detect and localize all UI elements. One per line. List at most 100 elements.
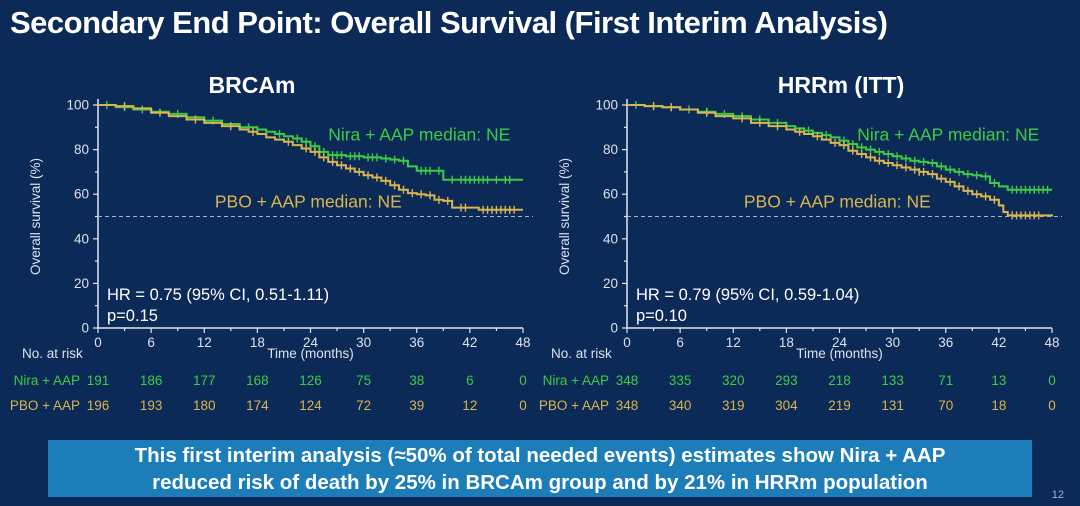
p-value-annotation: p=0.15 (107, 307, 158, 325)
chart-graphic: 24 (303, 335, 319, 350)
chart-graphic: 40 (74, 231, 89, 246)
at-risk-value: 335 (669, 373, 692, 388)
chart-graphic: 80 (74, 142, 89, 157)
at-risk-value: 70 (938, 398, 953, 413)
censor-marks-nira (635, 101, 1049, 194)
km-chart-hrrm: HRRm (ITT) 0 6 12 18 24 30 36 42 48 0 20 40 60 80 100 Ov… (539, 72, 1062, 413)
hr-annotation: HR = 0.79 (95% CI, 0.59-1.04) (636, 286, 859, 304)
y-axis-label: Overall survival (%) (557, 158, 572, 275)
chart-graphic: 42 (462, 335, 477, 350)
chart-graphic: 24 (832, 335, 848, 350)
series-curve-pbo (98, 104, 523, 211)
page-number: 12 (1051, 489, 1064, 501)
chart-graphic: 36 (409, 335, 424, 350)
chart-graphic: 0 (94, 335, 102, 350)
at-risk-value: 18 (991, 398, 1006, 413)
at-risk-value: 219 (828, 398, 851, 413)
slide-title: Secondary End Point: Overall Survival (F… (10, 5, 888, 40)
tick-labels: 0 6 12 18 24 30 36 42 48 0 20 40 60 80 100 (595, 98, 1059, 351)
at-risk-value: 320 (722, 373, 745, 388)
at-risk-value: 38 (409, 373, 424, 388)
at-risk-value: 72 (356, 398, 371, 413)
chart-graphic: 42 (991, 335, 1006, 350)
censor-marks-nira (106, 101, 511, 184)
at-risk-value: 0 (1048, 398, 1056, 413)
at-risk-value: 293 (775, 373, 798, 388)
series-curve-pbo (627, 104, 1053, 217)
chart-title: HRRm (ITT) (778, 72, 904, 98)
at-risk-value: 0 (519, 398, 527, 413)
nira-median-label: Nira + AAP median: NE (328, 125, 510, 145)
at-risk-row-label: PBO + AAP (539, 398, 609, 413)
chart-graphic: 48 (515, 335, 530, 350)
at-risk-value: 340 (669, 398, 692, 413)
at-risk-value: 124 (299, 398, 322, 413)
chart-graphic: 48 (1044, 335, 1059, 350)
chart-graphic: 80 (603, 142, 618, 157)
chart-graphic: 18 (779, 335, 794, 350)
at-risk-value: 304 (775, 398, 798, 413)
axis-ticks (622, 104, 1053, 333)
chart-graphic: 100 (595, 98, 618, 113)
at-risk-value: 186 (140, 373, 163, 388)
at-risk-value: 131 (881, 398, 904, 413)
chart-graphic: 40 (603, 231, 618, 246)
at-risk-value: 319 (722, 398, 745, 413)
at-risk-value: 174 (246, 398, 269, 413)
at-risk-value: 71 (938, 373, 953, 388)
at-risk-value: 0 (1048, 373, 1056, 388)
chart-graphic: 20 (603, 276, 618, 291)
chart-graphic: 6 (676, 335, 684, 350)
at-risk-value: 13 (991, 373, 1006, 388)
at-risk-value: 218 (828, 373, 851, 388)
at-risk-row-label: Nira + AAP (543, 373, 609, 388)
at-risk-value: 168 (246, 373, 269, 388)
chart-graphic: 0 (610, 321, 618, 336)
at-risk-value: 133 (881, 373, 904, 388)
x-axis-label: Time (months) (267, 346, 354, 361)
pbo-median-label: PBO + AAP median: NE (215, 192, 402, 212)
at-risk-value: 193 (140, 398, 163, 413)
nira-median-label: Nira + AAP median: NE (857, 125, 1039, 145)
chart-graphic: 36 (938, 335, 953, 350)
chart-graphic: 12 (197, 335, 212, 350)
hr-annotation: HR = 0.75 (95% CI, 0.51-1.11) (107, 286, 329, 304)
chart-graphic: 6 (147, 335, 155, 350)
y-axis-label: Overall survival (%) (28, 158, 43, 275)
tick-labels: 0 6 12 18 24 30 36 42 48 0 20 40 60 80 100 (66, 98, 530, 351)
at-risk-value: 75 (356, 373, 371, 388)
chart-graphic: 20 (74, 276, 89, 291)
censor-marks-pbo (652, 102, 1040, 220)
chart-graphic: 30 (356, 335, 371, 350)
chart-graphic: 30 (885, 335, 900, 350)
at-risk-row-label: Nira + AAP (14, 373, 80, 388)
p-value-annotation: p=0.10 (636, 307, 687, 325)
chart-graphic: 18 (250, 335, 265, 350)
at-risk-value: 348 (616, 373, 639, 388)
at-risk-value: 196 (87, 398, 110, 413)
chart-title: BRCAm (209, 72, 296, 98)
chart-graphic: 60 (74, 187, 89, 202)
at-risk-header: No. at risk (551, 346, 612, 361)
at-risk-value: 348 (616, 398, 639, 413)
pbo-median-label: PBO + AAP median: NE (744, 192, 931, 212)
chart-graphic: 0 (623, 335, 631, 350)
chart-graphic: 12 (726, 335, 741, 350)
series-curve-nira (627, 104, 1052, 191)
at-risk-value: 6 (466, 373, 474, 388)
banner-line-1: This first interim analysis (≈50% of tot… (134, 443, 946, 467)
at-risk-value: 126 (299, 373, 322, 388)
at-risk-value: 12 (462, 398, 477, 413)
chart-graphic: 60 (603, 187, 618, 202)
censor-marks-pbo (123, 102, 515, 214)
summary-banner: This first interim analysis (≈50% of tot… (48, 440, 1032, 497)
banner-line-2: reduced risk of death by 25% in BRCAm gr… (152, 470, 928, 494)
at-risk-value: 0 (519, 373, 527, 388)
at-risk-value: 191 (87, 373, 110, 388)
at-risk-row-label: PBO + AAP (10, 398, 80, 413)
at-risk-value: 39 (409, 398, 424, 413)
chart-graphic: 100 (66, 98, 89, 113)
axis-ticks (93, 104, 524, 333)
